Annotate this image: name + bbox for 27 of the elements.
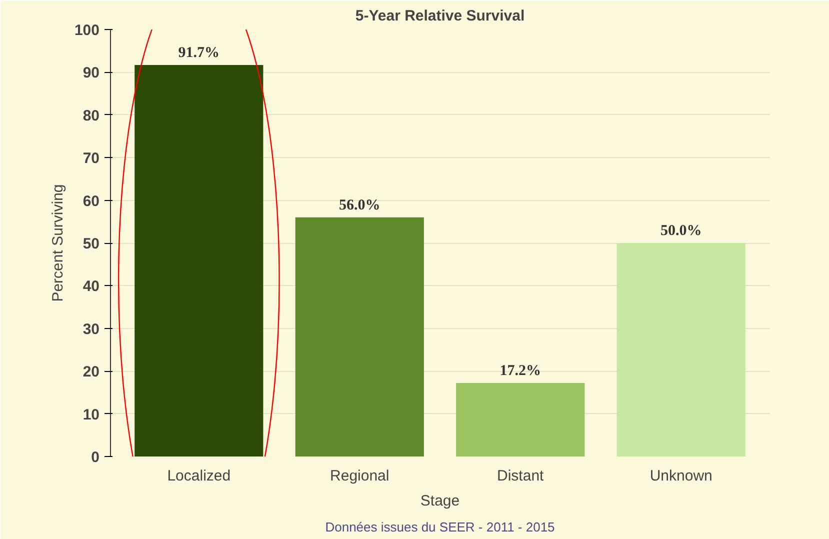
x-tick-label: Regional	[330, 468, 390, 484]
y-tick-label: 20	[82, 364, 100, 381]
y-axis-title: Percent Surviving	[49, 184, 66, 302]
text: Données issues du SEER - 2011 - 2015	[325, 520, 555, 534]
y-tick-label: 30	[82, 320, 100, 338]
data-label: 17.2%	[500, 363, 541, 380]
y-tick-label: 100	[74, 22, 100, 39]
y-tick-label: 40	[82, 278, 100, 296]
y-tick-label: 80	[82, 107, 100, 124]
chart-title: 5-Year Relative Survival	[355, 8, 525, 24]
bar	[134, 64, 264, 456]
bar	[456, 383, 585, 456]
y-tick-label: 0	[91, 449, 100, 466]
y-tick-label: 90	[82, 64, 100, 82]
data-label: 56.0%	[339, 197, 380, 214]
data-label: 91.7%	[178, 44, 220, 61]
y-tick-label: 50	[82, 236, 100, 252]
x-tick-label: Unknown	[650, 468, 712, 484]
x-axis-title: Stage	[420, 492, 460, 510]
x-tick-label: Localized	[167, 468, 231, 484]
data-label: 50.0%	[660, 223, 702, 239]
bar	[295, 217, 424, 456]
y-tick-label: 70	[82, 150, 100, 168]
x-tick-label: Distant	[497, 468, 545, 484]
bar	[616, 243, 746, 456]
y-tick-label: 10	[82, 406, 100, 424]
y-tick-label: 60	[82, 192, 100, 210]
